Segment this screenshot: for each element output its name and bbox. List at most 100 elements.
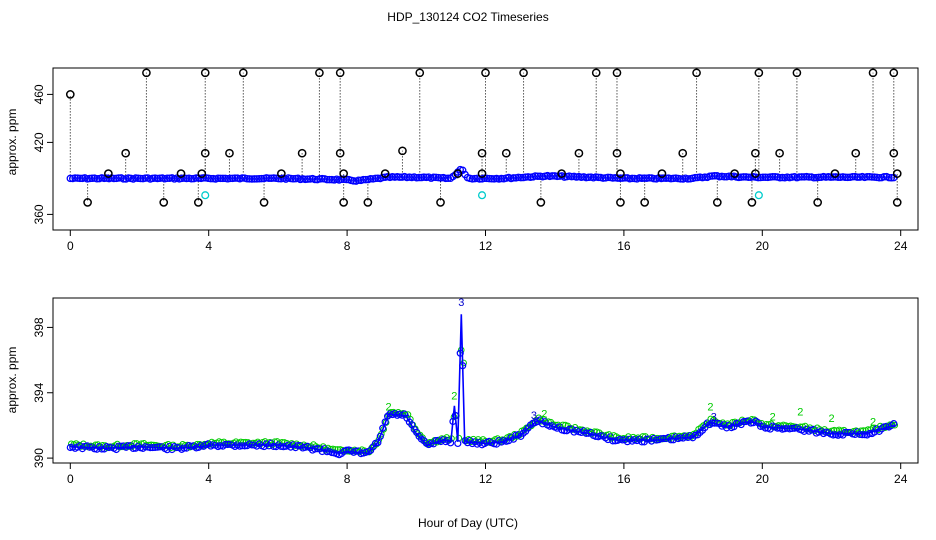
green-point [223,440,230,447]
series-point [134,174,142,183]
series-point [214,174,222,182]
spike-point [813,198,823,207]
series-point [250,175,259,183]
bottom-y-tick-label: 394 [32,382,46,402]
top-y-tick-label: 360 [32,204,46,224]
series-point [359,175,368,184]
spike-point [335,68,345,78]
spike-point [481,68,490,78]
series-point [497,174,506,183]
spike-point [889,148,899,158]
series-point [708,172,716,180]
top-x-tick-label: 20 [756,239,770,253]
series-point [374,438,382,447]
series-point [848,172,857,181]
point-label: 2 [797,407,803,419]
spike-point [104,169,113,178]
series-point [340,175,348,184]
series-point [800,173,808,181]
series-point [880,173,888,181]
spike-point [892,198,902,207]
series-point [253,175,261,183]
series-point [720,172,728,181]
series-point [354,176,363,185]
series-point [248,175,256,183]
spike-point [193,198,203,207]
point-label: 3 [531,410,537,422]
series-point [412,173,421,182]
series-point [119,175,128,183]
spike-point [557,169,566,178]
series-point [778,173,787,182]
series-point [744,173,753,182]
top-marks [65,68,902,207]
spike-point [415,68,425,78]
bottom-x-tick-label: 12 [479,472,493,486]
series-point [584,173,593,182]
series-point [76,174,84,183]
series-point [887,174,896,182]
spike-point [65,90,75,99]
series-point [226,174,234,183]
series-point [485,174,494,183]
bottom-y-tick-label: 398 [32,317,46,337]
bottom-y-axis-label: approx. ppm [5,347,19,414]
spike-point [775,148,784,158]
series-point [844,173,852,182]
series-point [759,173,767,181]
spike-point [197,169,207,178]
top-x-tick-label: 4 [205,239,212,253]
series-point [710,172,719,180]
series-point [88,174,96,183]
point-label: 2 [770,412,776,424]
series-point [187,174,196,183]
point-label: 2 [870,416,876,428]
point-label: 3 [458,297,464,309]
spike-point [225,148,234,158]
series-point [93,174,101,183]
spike-point [751,148,760,158]
spike-point [121,148,131,158]
series-point [480,174,489,183]
series-point [269,174,278,182]
series-point [311,175,319,184]
series-point [638,174,646,183]
series-point [318,174,326,183]
series-point [858,431,866,439]
series-point [85,174,94,183]
spike-point [612,148,622,158]
cyan-point [477,191,487,200]
series-point [795,173,804,181]
spike-point [200,148,210,158]
bottom-axes: 0 4 8 12 16 20 24 390 394 398 [32,317,908,486]
spike-point [591,68,601,78]
spike-point [339,198,348,207]
spike-point [453,169,463,178]
series-point [432,437,440,445]
green-point [155,442,162,450]
top-x-tick-label: 12 [479,239,493,253]
point-label: 2 [828,413,834,425]
bottom-y-tick-label: 390 [32,448,46,468]
green-point [889,421,896,429]
series-point [270,442,278,450]
series-point [805,173,813,181]
series-point [219,174,227,183]
series-point [797,173,806,181]
series-point [810,174,818,182]
spike-point [200,68,210,78]
green-point [225,440,233,447]
bottom-x-tick-label: 16 [617,472,631,486]
top-y-axis-label: approx. ppm [5,109,19,176]
series-point [621,174,629,182]
top-x-tick-label: 24 [894,239,908,253]
series-point [192,174,200,182]
spike-point [176,169,186,178]
series-point [289,175,297,183]
chart-title: HDP_130124 CO2 Timeseries [387,10,548,24]
series-point [434,173,443,182]
series-point [609,437,617,445]
spike-point [616,169,625,178]
